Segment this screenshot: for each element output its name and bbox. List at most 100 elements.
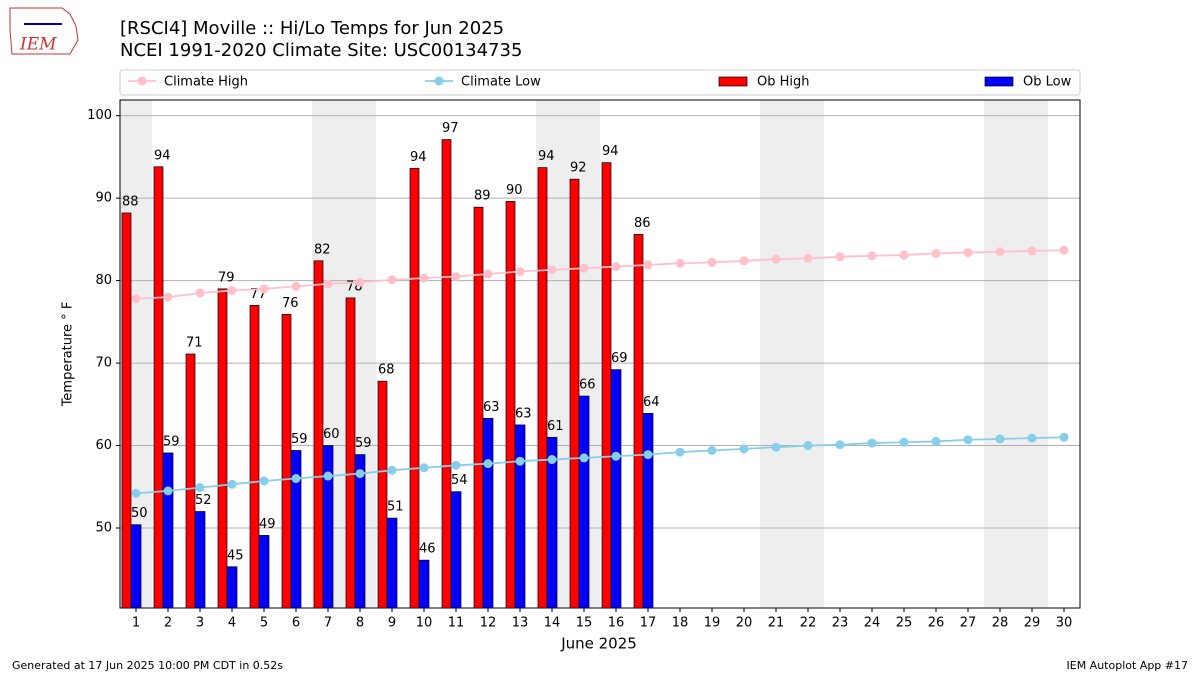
bar — [153, 166, 164, 609]
x-tick-label: 16 — [608, 616, 625, 631]
climate-point — [1059, 245, 1069, 255]
value-label: 76 — [282, 296, 299, 311]
value-label: 94 — [410, 150, 427, 165]
bar — [473, 206, 484, 609]
bar — [345, 297, 356, 609]
climate-point — [131, 488, 141, 498]
bar — [130, 524, 142, 609]
value-label: 82 — [314, 242, 331, 257]
climate-point — [387, 465, 397, 475]
x-tick-label: 14 — [544, 616, 561, 631]
legend-swatch — [984, 76, 1014, 87]
x-tick-label: 2 — [164, 616, 172, 631]
x-tick-label: 30 — [1056, 616, 1073, 631]
value-label: 46 — [419, 542, 436, 557]
climate-point — [195, 483, 205, 493]
bar — [409, 168, 420, 609]
climate-point — [675, 258, 685, 268]
climate-point — [131, 294, 141, 304]
climate-point — [579, 263, 589, 273]
x-tick-label: 28 — [992, 616, 1009, 631]
climate-point — [899, 437, 909, 447]
climate-point — [931, 436, 941, 446]
value-label: 64 — [643, 395, 660, 410]
chart-title: [RSCI4] Moville :: Hi/Lo Temps for Jun 2… — [120, 18, 504, 39]
value-label: 54 — [451, 473, 468, 488]
climate-point — [643, 260, 653, 270]
logo: IEM — [9, 7, 79, 55]
bar — [217, 288, 228, 609]
x-tick-label: 29 — [1024, 616, 1041, 631]
climate-point — [451, 271, 461, 281]
value-label: 71 — [186, 336, 203, 351]
climate-point — [451, 460, 461, 470]
climate-point — [195, 288, 205, 298]
climate-point — [739, 444, 749, 454]
climate-point — [963, 435, 973, 445]
x-tick-label: 18 — [672, 616, 689, 631]
bar — [162, 452, 174, 609]
weekend-shade — [1016, 100, 1048, 608]
value-label: 86 — [634, 216, 651, 231]
bar — [258, 535, 270, 609]
climate-point — [1059, 432, 1069, 442]
climate-point — [643, 450, 653, 460]
climate-point — [419, 273, 429, 283]
chart-subtitle: NCEI 1991-2020 Climate Site: USC00134735 — [120, 40, 522, 61]
climate-point — [579, 453, 589, 463]
value-label: 94 — [538, 149, 555, 164]
x-tick-label: 3 — [196, 616, 204, 631]
bar — [386, 517, 398, 609]
climate-point — [291, 281, 301, 291]
x-tick-label: 27 — [960, 616, 977, 631]
climate-point — [355, 277, 365, 287]
climate-point — [611, 262, 621, 272]
logo-text: IEM — [19, 35, 57, 55]
climate-point — [835, 440, 845, 450]
climate-point — [995, 434, 1005, 444]
value-label: 68 — [378, 363, 395, 378]
climate-point — [323, 471, 333, 481]
y-tick-label: 80 — [95, 273, 112, 288]
bar — [505, 201, 516, 609]
value-label: 94 — [602, 144, 619, 159]
x-tick-label: 13 — [512, 616, 529, 631]
plot-frame — [119, 99, 1081, 609]
bar — [313, 260, 324, 609]
climate-point — [1027, 433, 1037, 443]
value-label: 89 — [474, 189, 491, 204]
y-tick-label: 50 — [95, 521, 112, 536]
climate-point — [355, 469, 365, 479]
y-tick-label: 60 — [95, 438, 112, 453]
legend-swatch — [718, 76, 748, 87]
y-tick-label: 100 — [87, 108, 112, 123]
legend-label: Ob High — [757, 75, 810, 90]
climate-point — [707, 257, 717, 267]
x-tick-label: 11 — [448, 616, 465, 631]
value-label: 79 — [218, 270, 235, 285]
bar — [633, 234, 644, 609]
climate-point — [515, 267, 525, 277]
climate-point — [291, 474, 301, 484]
logo-outline — [9, 7, 79, 55]
climate-point — [867, 251, 877, 261]
value-label: 59 — [291, 432, 308, 447]
climate-point — [835, 252, 845, 262]
bar — [194, 511, 206, 609]
climate-point — [611, 451, 621, 461]
bar — [642, 413, 654, 609]
climate-point — [803, 253, 813, 263]
footer-right: IEM Autoplot App #17 — [1067, 659, 1189, 672]
climate-point — [771, 442, 781, 452]
legend-label: Climate High — [164, 75, 248, 90]
value-label: 94 — [154, 148, 171, 163]
value-label: 92 — [570, 161, 587, 176]
x-tick-label: 7 — [324, 616, 332, 631]
climate-point — [387, 275, 397, 285]
value-label: 90 — [506, 183, 523, 198]
bar — [514, 424, 526, 609]
climate-point — [739, 256, 749, 266]
x-axis-label: June 2025 — [560, 635, 637, 653]
climate-point — [323, 279, 333, 289]
bar — [226, 566, 238, 609]
